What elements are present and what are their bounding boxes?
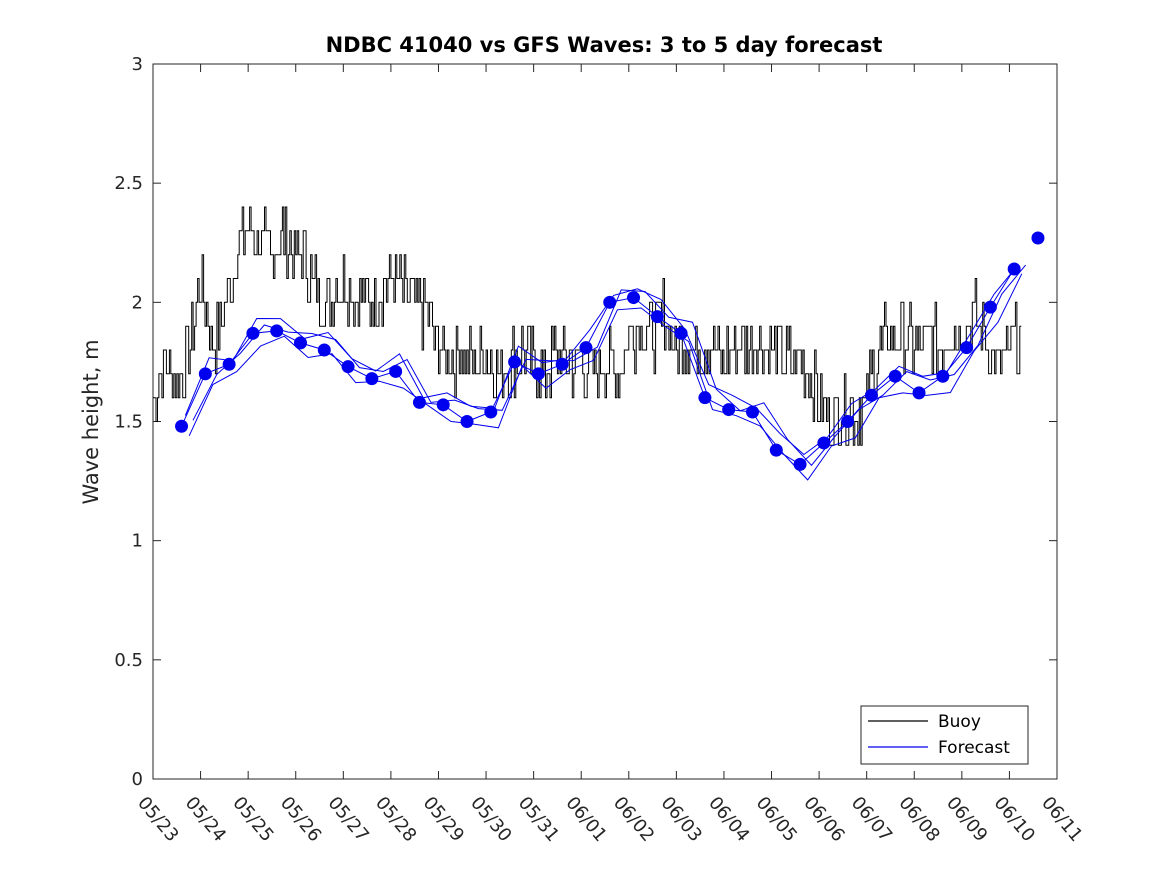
x-tick-label: 06/04 xyxy=(704,793,753,846)
legend: Buoy Forecast xyxy=(860,705,1029,765)
forecast-marker xyxy=(460,415,474,428)
y-tick-label: 3 xyxy=(132,54,143,75)
x-tick-label: 05/25 xyxy=(228,793,277,846)
forecast-marker xyxy=(222,357,236,371)
forecast-marker xyxy=(841,415,855,428)
forecast-marker xyxy=(864,388,878,402)
x-tick-label: 06/05 xyxy=(752,793,801,846)
forecast-marker xyxy=(745,405,759,419)
forecast-marker xyxy=(579,341,593,355)
forecast-marker xyxy=(198,367,212,381)
forecast-marker xyxy=(270,324,284,338)
forecast-marker xyxy=(888,369,902,383)
forecast-marker xyxy=(650,310,664,324)
x-tick-label: 06/09 xyxy=(942,793,991,846)
forecast-marker xyxy=(817,436,831,450)
legend-box xyxy=(860,705,1029,765)
forecast-marker xyxy=(175,419,189,433)
forecast-marker xyxy=(793,457,807,471)
x-tick-label: 05/31 xyxy=(514,793,563,846)
forecast-marker xyxy=(389,364,403,378)
forecast-marker xyxy=(936,369,950,383)
forecast-marker xyxy=(317,343,331,357)
legend-buoy-label: Buoy xyxy=(938,712,981,732)
x-tick-label: 05/26 xyxy=(276,793,325,846)
forecast-marker xyxy=(674,326,688,340)
x-tick-label: 06/11 xyxy=(1037,793,1086,846)
y-tick-label: 0 xyxy=(132,769,143,790)
y-axis-label: Wave height, m xyxy=(79,339,103,504)
forecast-marker xyxy=(484,405,498,419)
forecast-marker xyxy=(1031,231,1045,245)
forecast-marker xyxy=(436,398,450,412)
x-tick-label: 06/10 xyxy=(990,793,1039,846)
forecast-marker xyxy=(912,386,926,400)
x-tick-label: 05/28 xyxy=(371,793,420,846)
forecast-marker xyxy=(627,291,641,305)
y-tick-label: 1.5 xyxy=(114,412,143,433)
x-tick-label: 06/08 xyxy=(894,793,943,846)
forecast-line xyxy=(181,268,1015,466)
y-tick-label: 1 xyxy=(132,531,143,552)
forecast-marker xyxy=(365,372,379,386)
forecast-marker xyxy=(246,326,260,340)
x-tick-label: 06/01 xyxy=(561,793,610,846)
forecast-marker xyxy=(769,443,783,457)
axes-box xyxy=(152,63,1058,780)
x-tick-label: 05/24 xyxy=(181,793,230,846)
x-tick-label: 05/27 xyxy=(323,793,372,846)
forecast-marker xyxy=(508,355,522,369)
forecast-marker xyxy=(960,341,974,355)
y-tick-label: 2 xyxy=(132,292,143,313)
forecast-marker xyxy=(1007,262,1021,276)
x-tick-label: 06/07 xyxy=(847,793,896,846)
legend-forecast-label: Forecast xyxy=(938,738,1010,758)
y-tick-label: 0.5 xyxy=(114,650,143,671)
forecast-marker xyxy=(531,367,545,381)
forecast-marker xyxy=(555,357,569,371)
x-tick-label: 06/03 xyxy=(657,793,706,846)
forecast-line xyxy=(184,264,1019,456)
forecast-marker xyxy=(603,295,617,309)
forecast-marker xyxy=(722,403,736,417)
forecast-line xyxy=(192,264,1026,467)
y-tick-label: 2.5 xyxy=(114,173,143,194)
x-tick-label: 06/02 xyxy=(609,793,658,846)
buoy-line xyxy=(153,206,1022,446)
x-tick-label: 06/06 xyxy=(799,793,848,846)
x-tick-label: 05/23 xyxy=(133,793,182,846)
forecast-marker xyxy=(412,395,426,409)
forecast-marker xyxy=(698,391,712,405)
forecast-marker xyxy=(983,300,997,314)
x-tick-label: 05/29 xyxy=(419,793,468,846)
chart-title: NDBC 41040 vs GFS Waves: 3 to 5 day fore… xyxy=(326,33,883,57)
forecast-marker xyxy=(293,336,307,350)
forecast-marker xyxy=(341,360,355,374)
x-tick-label: 05/30 xyxy=(466,793,515,846)
